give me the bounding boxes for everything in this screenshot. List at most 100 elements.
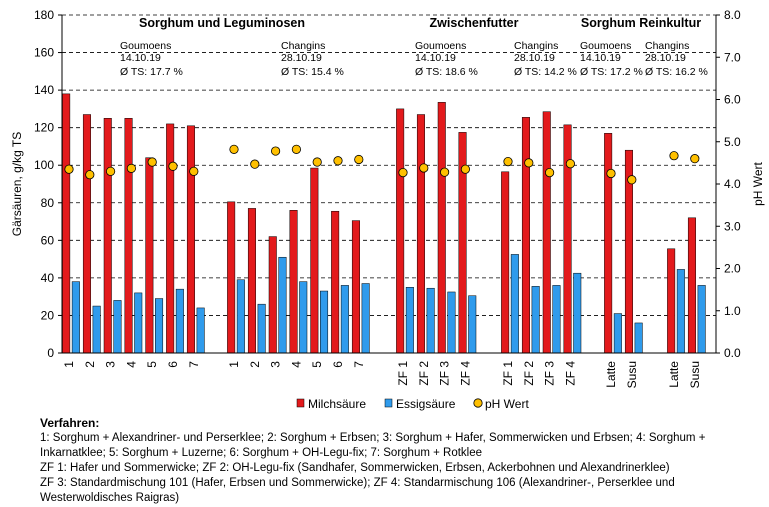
- milchsaeure-bar: [542, 111, 551, 354]
- x-tick-label: 6: [331, 361, 345, 368]
- essigsaeure-bar: [510, 254, 519, 354]
- x-tick-label: 1: [227, 361, 241, 368]
- x-tick-label: ZF 1: [396, 361, 410, 386]
- y-tick-label: 180: [34, 8, 54, 22]
- ph-point: [270, 146, 281, 156]
- ph-point: [398, 167, 408, 178]
- legend-swatch: [473, 398, 483, 408]
- annotation-site: Goumoens: [120, 40, 171, 52]
- ph-point: [291, 144, 301, 154]
- milchsaeure-bar: [186, 125, 195, 354]
- x-tick-label: 3: [104, 361, 118, 368]
- milchsaeure-bar: [521, 117, 530, 354]
- x-tick-label: 3: [269, 361, 283, 368]
- y2-tick-label: 6.0: [724, 93, 741, 107]
- y2-tick-label: 0.0: [724, 346, 741, 360]
- ph-point: [147, 157, 157, 167]
- notes-title: Verfahren:: [40, 416, 100, 430]
- ph-point: [333, 156, 343, 166]
- ph-point: [168, 161, 178, 171]
- legend-swatch: [296, 398, 305, 408]
- x-tick-label: ZF 4: [458, 361, 472, 386]
- annotation-site: Changins: [645, 40, 689, 52]
- notes-line-zf34: ZF 3: Standardmischung 101 (Hafer, Erbse…: [40, 477, 675, 504]
- y2-tick-label: 2.0: [724, 262, 741, 276]
- y-axis-title: Gärsäuren, g/kg TS: [10, 132, 24, 237]
- y-tick-label: 40: [41, 271, 55, 285]
- y-tick-label: 20: [41, 308, 55, 322]
- x-tick-label: 4: [124, 361, 138, 368]
- x-tick-label: 4: [289, 361, 303, 368]
- essigsaeure-bar: [196, 307, 205, 354]
- y-tick-label: 100: [34, 158, 54, 172]
- x-tick-label: 5: [145, 361, 159, 368]
- ph-point: [250, 159, 260, 169]
- essigsaeure-bar: [299, 281, 308, 354]
- x-tick-label: ZF 2: [417, 361, 431, 386]
- essigsaeure-bar: [257, 303, 266, 354]
- legend-label: Milchsäure: [308, 397, 366, 411]
- milchsaeure-bar: [62, 93, 71, 354]
- annotation-site: Changins: [281, 40, 325, 52]
- milchsaeure-bar: [563, 124, 572, 354]
- ph-point: [460, 164, 470, 174]
- x-tick-label: 5: [310, 361, 324, 368]
- milchsaeure-bar: [289, 210, 298, 354]
- annotation-date: 28.10.19: [645, 52, 686, 64]
- ph-point: [106, 166, 116, 176]
- milchsaeure-bar: [396, 108, 405, 354]
- milchsaeure-bar: [82, 114, 91, 354]
- x-tick-label: 6: [166, 361, 180, 368]
- annotation-date: 14.10.19: [415, 52, 456, 64]
- essigsaeure-bar: [426, 287, 435, 354]
- y2-tick-label: 5.0: [724, 135, 741, 149]
- section-title: Sorghum Reinkultur: [581, 16, 701, 30]
- essigsaeure-bar: [320, 290, 329, 354]
- x-tick-label: 2: [248, 361, 262, 368]
- annotation-date: 14.10.19: [120, 52, 161, 64]
- ph-point: [627, 175, 637, 185]
- ph-point: [503, 157, 513, 167]
- essigsaeure-bar: [531, 286, 540, 354]
- essigsaeure-bar: [361, 283, 370, 354]
- milchsaeure-bar: [124, 118, 133, 354]
- annotation-date: 28.10.19: [514, 52, 555, 64]
- essigsaeure-bar: [340, 285, 349, 354]
- milchsaeure-bar: [501, 171, 510, 354]
- essigsaeure-bar: [613, 313, 622, 354]
- annotation-ts: Ø TS: 17.7 %: [120, 66, 183, 78]
- essigsaeure-bar: [175, 288, 184, 354]
- y2-tick-label: 4.0: [724, 177, 741, 191]
- x-tick-label: 1: [62, 361, 76, 368]
- silage-acids-chart: 1 2 3 4 5 6 7 1 2 3 4 5 6 7 ZF 1 ZF 2 ZF 3 ZF 4 ZF 1 ZF 2 ZF…: [10, 8, 765, 411]
- y-tick-label: 0: [47, 346, 54, 360]
- x-tick-label: Latte: [667, 361, 681, 388]
- x-tick-label: ZF 2: [522, 361, 536, 386]
- essigsaeure-bar: [134, 292, 143, 354]
- annotation-date: 28.10.19: [281, 52, 322, 64]
- x-tick-label: Susu: [688, 361, 702, 388]
- ph-point: [669, 151, 679, 161]
- x-tick-label: ZF 4: [563, 361, 577, 386]
- annotation-date: 14.10.19: [580, 52, 621, 64]
- x-tick-label: 7: [187, 361, 201, 368]
- essigsaeure-bar: [92, 305, 101, 354]
- y-tick-label: 140: [34, 83, 54, 97]
- essigsaeure-bar: [697, 285, 706, 354]
- milchsaeure-bar: [227, 201, 236, 354]
- section-title: Zwischenfutter: [430, 16, 519, 30]
- milchsaeure-bar: [667, 248, 676, 354]
- legend-swatch: [384, 398, 393, 408]
- method-notes: Verfahren: 1: Sorghum + Alexandriner- un…: [40, 416, 765, 506]
- milchsaeure-bar: [351, 220, 360, 354]
- y2-tick-label: 8.0: [724, 8, 741, 22]
- notes-line-sorghum: 1: Sorghum + Alexandriner- und Perserkle…: [40, 432, 706, 459]
- ph-point: [354, 154, 364, 165]
- y-tick-label: 120: [34, 121, 54, 135]
- y-tick-label: 80: [41, 196, 55, 210]
- ph-point: [312, 157, 322, 167]
- ph-point: [690, 154, 700, 164]
- essigsaeure-bar: [676, 269, 685, 354]
- x-tick-label: ZF 3: [438, 361, 452, 386]
- section-title: Sorghum und Leguminosen: [139, 16, 305, 30]
